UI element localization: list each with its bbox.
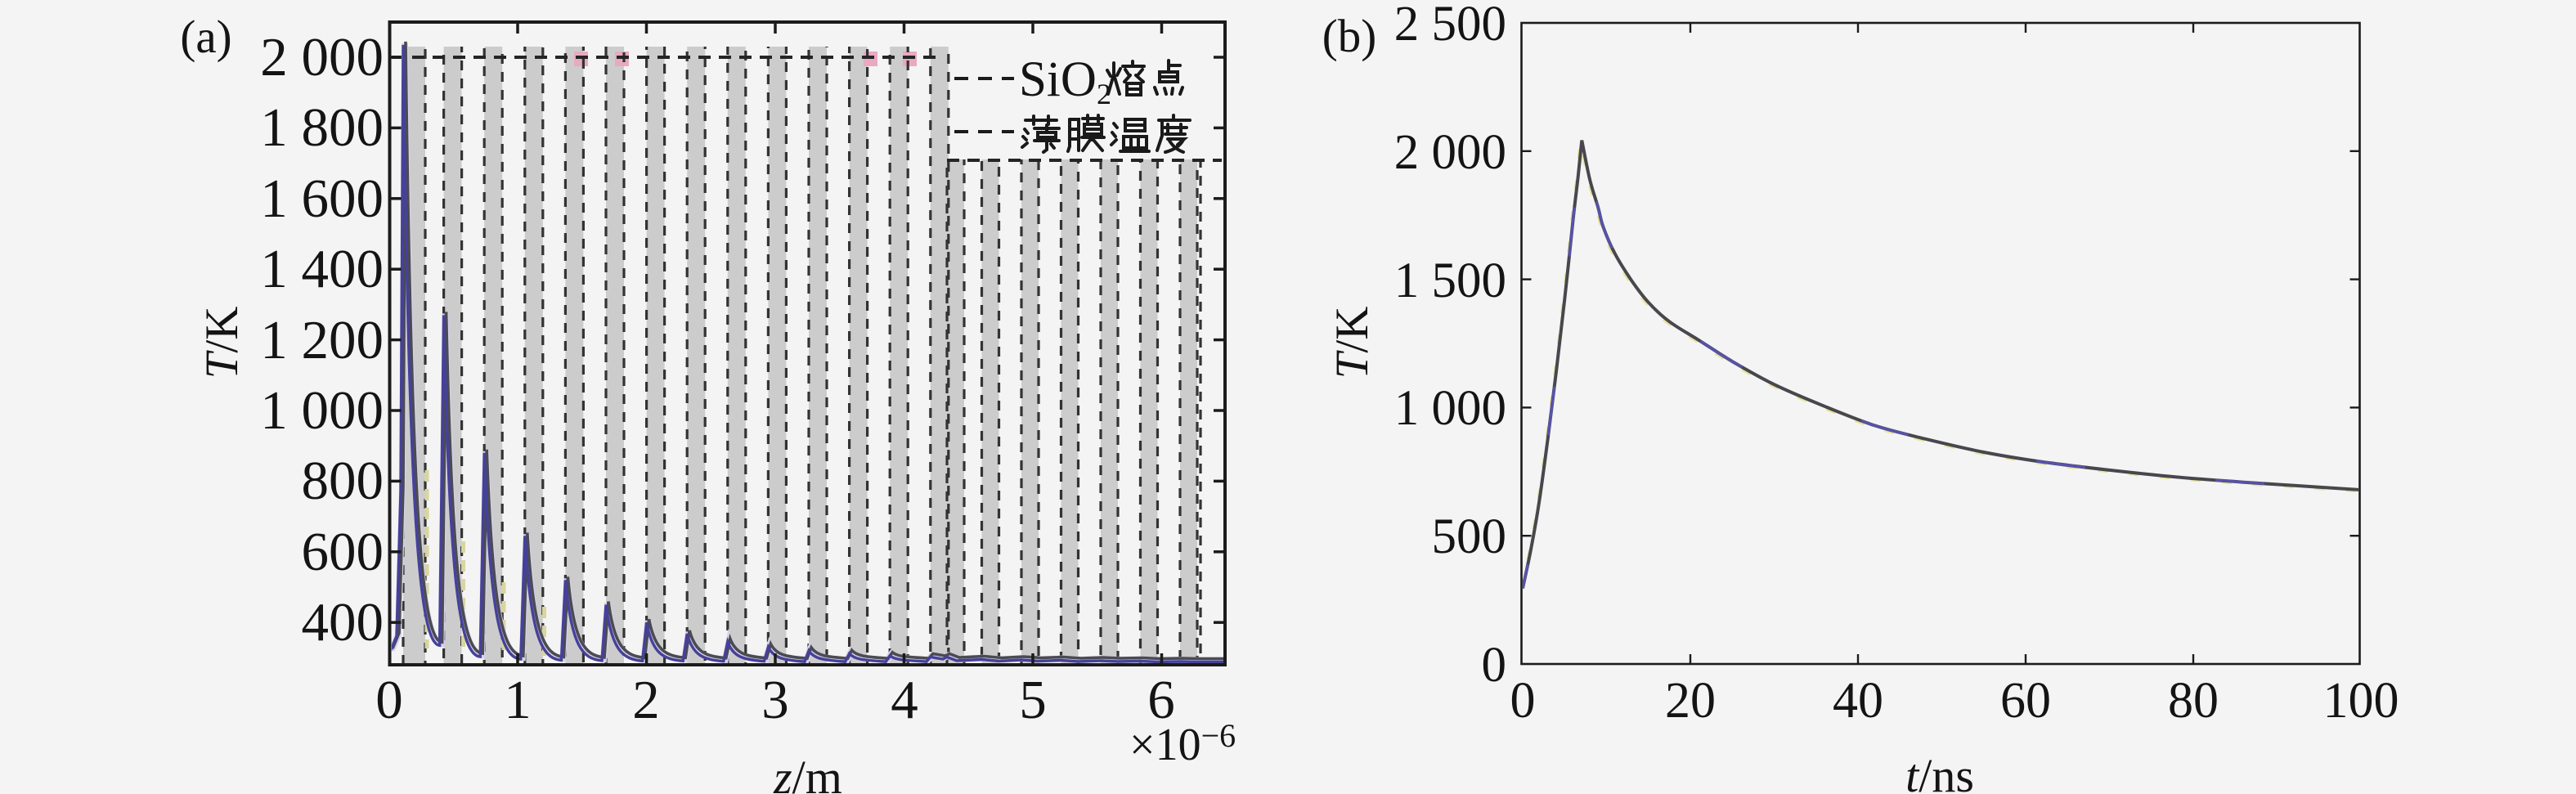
svg-text:1 400: 1 400: [260, 239, 384, 299]
svg-text:6: 6: [1147, 670, 1175, 730]
svg-text:500: 500: [1432, 509, 1507, 564]
svg-text:1 000: 1 000: [1394, 381, 1506, 436]
svg-text:40: 40: [1833, 673, 1883, 729]
svg-text:1 000: 1 000: [260, 380, 384, 441]
svg-text:T/K: T/K: [196, 307, 248, 379]
svg-text:1 200: 1 200: [260, 310, 384, 370]
svg-text:20: 20: [1665, 673, 1716, 729]
svg-text:800: 800: [302, 451, 384, 511]
svg-text:(a): (a): [180, 11, 231, 63]
svg-text:0: 0: [1482, 638, 1507, 693]
svg-text:1 600: 1 600: [260, 168, 384, 229]
svg-text:3: 3: [761, 670, 789, 730]
svg-text:4: 4: [891, 670, 918, 730]
svg-text:T/K: T/K: [1326, 307, 1378, 379]
svg-text:2 500: 2 500: [1394, 0, 1506, 52]
svg-text:SiO2: SiO2: [1019, 52, 1111, 110]
svg-text:2 000: 2 000: [260, 27, 384, 87]
svg-text:z/m: z/m: [773, 751, 842, 794]
svg-text:2 000: 2 000: [1394, 125, 1506, 180]
svg-text:0: 0: [1510, 673, 1536, 729]
svg-text:0: 0: [375, 670, 403, 730]
svg-text:600: 600: [302, 522, 384, 582]
svg-text:100: 100: [2323, 673, 2399, 729]
svg-text:2: 2: [632, 670, 660, 730]
svg-text:400: 400: [302, 592, 384, 653]
svg-text:1 500: 1 500: [1394, 253, 1506, 308]
svg-text:(b): (b): [1322, 11, 1376, 62]
svg-text:1 800: 1 800: [260, 97, 384, 158]
svg-text:80: 80: [2168, 673, 2219, 729]
svg-text:60: 60: [2000, 673, 2051, 729]
svg-text:5: 5: [1019, 670, 1047, 730]
svg-text:1: 1: [504, 670, 532, 730]
svg-text:t/ns: t/ns: [1905, 749, 1974, 794]
